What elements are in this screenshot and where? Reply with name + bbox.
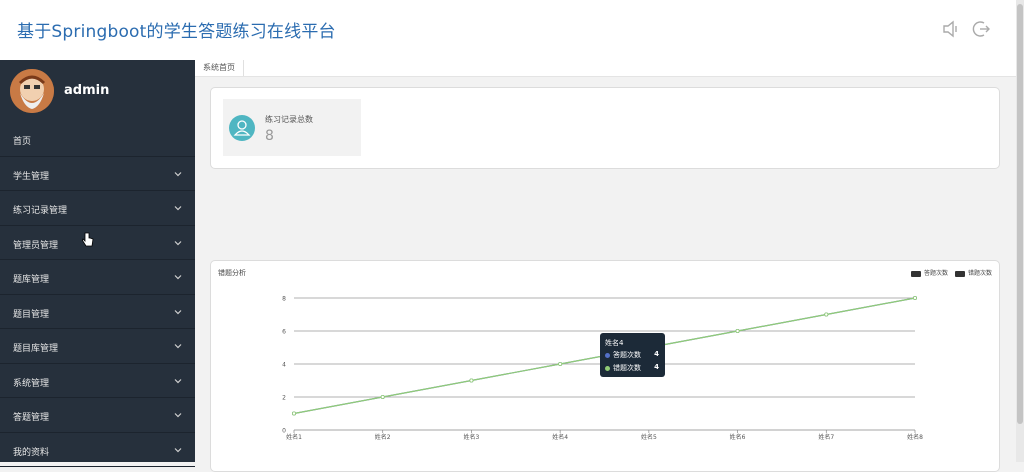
legend-item-2[interactable]: 错题次数 bbox=[955, 268, 992, 277]
chart-tooltip: 姓名4 答题次数 4 错题次数 4 bbox=[600, 333, 665, 377]
x-tick-label: 姓名3 bbox=[464, 433, 480, 441]
stat-value: 8 bbox=[265, 128, 274, 144]
stats-card: 练习记录总数 8 bbox=[210, 87, 1000, 169]
data-point bbox=[824, 312, 829, 317]
hand-cursor-icon bbox=[82, 232, 94, 248]
series-dot-icon bbox=[605, 352, 610, 358]
data-point bbox=[292, 411, 297, 416]
sidebar-item-label: 答题管理 bbox=[13, 413, 50, 423]
y-tick-label: 8 bbox=[282, 296, 286, 303]
y-tick-label: 4 bbox=[282, 362, 286, 369]
data-point bbox=[735, 329, 740, 334]
tooltip-row-value: 4 bbox=[654, 363, 659, 371]
y-tick-label: 2 bbox=[282, 395, 286, 402]
legend-swatch-1 bbox=[911, 270, 921, 277]
app-title: 基于Springboot的学生答题练习在线平台 bbox=[17, 22, 336, 42]
series-dot-icon bbox=[605, 365, 610, 371]
y-tick-label: 0 bbox=[282, 428, 286, 435]
tooltip-row-value: 4 bbox=[654, 350, 659, 358]
chart-title: 错题分析 bbox=[218, 269, 246, 277]
x-tick-label: 姓名1 bbox=[286, 433, 302, 441]
tooltip-row-label: 答题次数 bbox=[613, 351, 641, 359]
chevron-down-icon bbox=[173, 341, 183, 351]
sidebar-item-0[interactable]: 首页 bbox=[0, 122, 195, 157]
tab-home[interactable]: 系统首页 bbox=[195, 60, 244, 76]
chevron-down-icon bbox=[173, 272, 183, 282]
sidebar-item-label: 我的资料 bbox=[13, 447, 50, 458]
sidebar-item-4[interactable]: 题库管理 bbox=[0, 260, 195, 295]
user-icon bbox=[229, 115, 255, 141]
sidebar-item-1[interactable]: 学生管理 bbox=[0, 157, 195, 191]
sidebar-item-7[interactable]: 系统管理 bbox=[0, 364, 195, 398]
tooltip-row-1: 答题次数 bbox=[605, 350, 661, 360]
top-header: 基于Springboot的学生答题练习在线平台 bbox=[0, 0, 1016, 61]
chevron-down-icon bbox=[173, 203, 183, 213]
page-scrollbar[interactable] bbox=[1016, 0, 1024, 462]
stat-box: 练习记录总数 8 bbox=[223, 99, 361, 156]
sidebar: admin 首页学生管理练习记录管理 管理员管理题库管理题目管理题目库管理系统管理… bbox=[0, 60, 195, 467]
data-point bbox=[469, 378, 474, 383]
chevron-down-icon bbox=[173, 376, 183, 386]
chevron-down-icon bbox=[173, 169, 183, 179]
chevron-down-icon bbox=[173, 410, 183, 420]
profile: admin bbox=[0, 60, 195, 122]
sidebar-item-label: 题库管理 bbox=[13, 275, 50, 285]
tooltip-title: 姓名4 bbox=[605, 339, 624, 347]
x-tick-label: 姓名6 bbox=[730, 433, 746, 441]
sidebar-item-label: 题目管理 bbox=[13, 309, 50, 320]
sidebar-item-label: 系统管理 bbox=[13, 378, 50, 389]
sidebar-item-label: 练习记录管理 bbox=[13, 206, 68, 216]
avatar[interactable] bbox=[10, 69, 54, 113]
legend-label-1: 答题次数 bbox=[924, 270, 949, 277]
sidebar-item-5[interactable]: 题目管理 bbox=[0, 295, 195, 329]
username: admin bbox=[64, 83, 110, 98]
stat-label: 练习记录总数 bbox=[265, 115, 313, 124]
sidebar-item-label: 管理员管理 bbox=[13, 240, 59, 251]
x-tick-label: 姓名8 bbox=[907, 433, 923, 441]
x-tick-label: 姓名2 bbox=[375, 433, 391, 441]
sidebar-item-3[interactable]: 管理员管理 bbox=[0, 226, 195, 260]
chevron-down-icon bbox=[173, 307, 183, 317]
data-point bbox=[913, 296, 918, 301]
sidebar-item-2[interactable]: 练习记录管理 bbox=[0, 191, 195, 226]
data-point bbox=[380, 394, 385, 399]
speaker-icon[interactable] bbox=[940, 18, 962, 40]
sidebar-menu: 首页学生管理练习记录管理 管理员管理题库管理题目管理题目库管理系统管理答题管理我的… bbox=[0, 122, 195, 467]
x-tick-label: 姓名7 bbox=[818, 433, 834, 441]
sidebar-item-label: 题目库管理 bbox=[13, 344, 59, 354]
tooltip-row-label: 错题次数 bbox=[613, 364, 641, 372]
sidebar-item-6[interactable]: 题目库管理 bbox=[0, 329, 195, 364]
legend-swatch-2 bbox=[955, 270, 965, 277]
legend-label-2: 错题次数 bbox=[968, 270, 993, 277]
chevron-down-icon bbox=[173, 445, 183, 455]
x-tick-label: 姓名5 bbox=[641, 433, 657, 441]
chevron-down-icon bbox=[173, 238, 183, 248]
scroll-thumb[interactable] bbox=[1017, 4, 1023, 424]
sidebar-item-label: 学生管理 bbox=[13, 171, 50, 182]
y-tick-label: 6 bbox=[282, 329, 286, 336]
legend-item-1[interactable]: 答题次数 bbox=[911, 268, 948, 277]
tab-bar: 系统首页 bbox=[195, 60, 1016, 77]
sidebar-item-8[interactable]: 答题管理 bbox=[0, 398, 195, 433]
tooltip-row-2: 错题次数 bbox=[605, 363, 661, 373]
logout-icon[interactable] bbox=[970, 18, 992, 40]
x-tick-label: 姓名4 bbox=[552, 433, 568, 441]
sidebar-item-label: 首页 bbox=[13, 137, 32, 147]
data-point bbox=[558, 362, 563, 367]
